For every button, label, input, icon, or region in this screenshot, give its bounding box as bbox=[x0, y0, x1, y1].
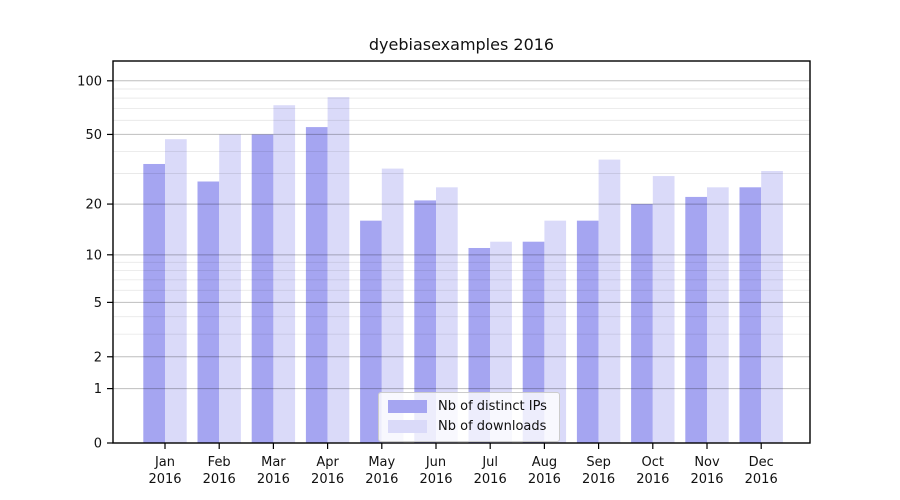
bar-sep-distinct-ips bbox=[576, 220, 599, 443]
bar-dec-distinct-ips bbox=[739, 187, 762, 443]
bar-may-distinct-ips bbox=[360, 220, 382, 443]
y-tick-label: 10 bbox=[85, 248, 102, 263]
legend-swatch-distinct-ips-icon bbox=[388, 400, 427, 413]
legend-swatch-downloads-icon bbox=[388, 420, 427, 433]
bar-nov-distinct-ips bbox=[685, 196, 707, 443]
x-tick-label-year: 2016 bbox=[365, 472, 398, 487]
bar-jan-distinct-ips bbox=[143, 163, 165, 443]
bar-mar-distinct-ips bbox=[251, 134, 274, 443]
bar-apr-distinct-ips bbox=[305, 127, 328, 443]
x-tick-label-month: Feb bbox=[208, 455, 231, 470]
x-tick-label-month: May bbox=[368, 455, 395, 470]
x-tick-label-year: 2016 bbox=[148, 472, 181, 487]
x-tick-label-month: Aug bbox=[532, 455, 557, 470]
bar-may-downloads bbox=[381, 168, 404, 443]
x-tick-label-month: Dec bbox=[749, 455, 774, 470]
x-tick-label-month: Jan bbox=[154, 455, 175, 470]
bar-sep-downloads bbox=[598, 159, 621, 443]
x-tick-label-month: Nov bbox=[694, 455, 720, 470]
x-tick-label-month: Jun bbox=[425, 455, 446, 470]
x-tick-label-month: Jul bbox=[481, 455, 498, 470]
plot-border bbox=[112, 60, 811, 444]
x-tick-label-year: 2016 bbox=[311, 472, 344, 487]
y-tick-label: 5 bbox=[94, 296, 102, 311]
bar-feb-downloads bbox=[219, 134, 241, 443]
bar-feb-distinct-ips bbox=[197, 181, 220, 443]
x-tick-label-year: 2016 bbox=[528, 472, 561, 487]
bar-oct-distinct-ips bbox=[631, 204, 653, 443]
x-tick-label-year: 2016 bbox=[636, 472, 669, 487]
x-tick-label-month: Mar bbox=[261, 455, 286, 470]
bar-mar-downloads bbox=[273, 105, 296, 444]
legend-label-downloads: Nb of downloads bbox=[438, 419, 547, 434]
bar-oct-downloads bbox=[652, 176, 675, 443]
legend-item-downloads: Nb of downloads bbox=[388, 419, 547, 434]
bar-apr-downloads bbox=[327, 97, 350, 443]
x-tick-label-month: Apr bbox=[316, 455, 339, 470]
x-tick-label-month: Oct bbox=[642, 455, 664, 470]
y-tick-label: 20 bbox=[85, 198, 102, 213]
y-tick-label: 1 bbox=[94, 382, 102, 397]
bar-dec-downloads bbox=[761, 171, 783, 443]
x-tick-label-year: 2016 bbox=[257, 472, 290, 487]
x-tick-label-year: 2016 bbox=[419, 472, 452, 487]
y-tick-label: 50 bbox=[85, 128, 102, 143]
legend-item-distinct-ips: Nb of distinct IPs bbox=[388, 399, 547, 414]
x-tick-label-year: 2016 bbox=[745, 472, 778, 487]
x-tick-label-month: Sep bbox=[586, 455, 611, 470]
bar-jan-downloads bbox=[165, 139, 187, 443]
bar-jun-distinct-ips bbox=[414, 200, 436, 443]
bar-aug-downloads bbox=[544, 220, 567, 443]
x-tick-label-year: 2016 bbox=[474, 472, 507, 487]
y-tick-label: 100 bbox=[77, 74, 102, 89]
bar-nov-downloads bbox=[707, 187, 729, 443]
y-tick-label: 2 bbox=[94, 350, 102, 365]
bar-jun-downloads bbox=[436, 187, 458, 443]
x-tick-label-year: 2016 bbox=[582, 472, 615, 487]
chart-title: dyebiasexamples 2016 bbox=[368, 35, 555, 54]
y-tick-label: 0 bbox=[94, 437, 102, 452]
legend: Nb of distinct IPs Nb of downloads bbox=[378, 392, 560, 442]
x-tick-label-year: 2016 bbox=[203, 472, 236, 487]
x-tick-label-year: 2016 bbox=[690, 472, 723, 487]
legend-label-distinct-ips: Nb of distinct IPs bbox=[438, 399, 547, 414]
